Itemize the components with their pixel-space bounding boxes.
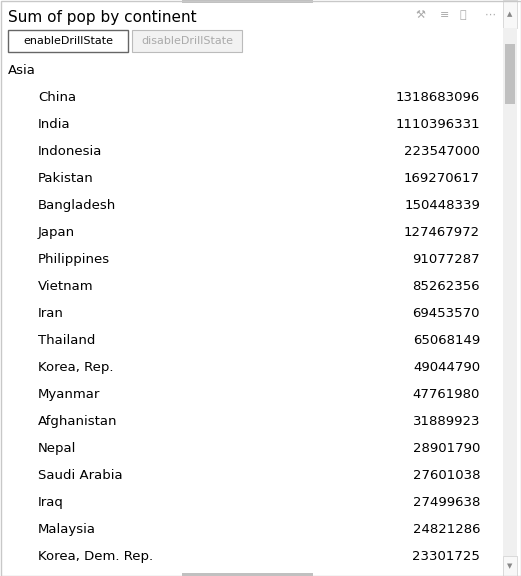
Text: Sum of pop by continent: Sum of pop by continent [8,10,196,25]
Text: Pakistan: Pakistan [38,172,94,185]
Text: Thailand: Thailand [38,334,95,347]
Text: Vietnam: Vietnam [38,280,94,293]
Text: ≡: ≡ [440,10,450,20]
Text: enableDrillState: enableDrillState [23,36,113,46]
Text: 47761980: 47761980 [413,388,480,401]
Text: 27601038: 27601038 [413,469,480,482]
Text: 169270617: 169270617 [404,172,480,185]
Text: Korea, Dem. Rep.: Korea, Dem. Rep. [38,550,153,563]
Text: 31889923: 31889923 [413,415,480,428]
Text: ▲: ▲ [507,11,513,17]
Text: 223547000: 223547000 [404,145,480,158]
Bar [8,30,128,52]
Text: 23301725: 23301725 [412,550,480,563]
Bar [132,30,242,52]
Text: 91077287: 91077287 [413,253,480,266]
Text: Iraq: Iraq [38,496,64,509]
Text: Myanmar: Myanmar [38,388,101,401]
Bar [503,0,517,28]
Text: ⧉: ⧉ [460,10,467,20]
Text: 1318683096: 1318683096 [396,91,480,104]
Text: 65068149: 65068149 [413,334,480,347]
Text: 85262356: 85262356 [413,280,480,293]
Text: Philippines: Philippines [38,253,110,266]
Text: 69453570: 69453570 [413,307,480,320]
Text: Korea, Rep.: Korea, Rep. [38,361,114,374]
Text: disableDrillState: disableDrillState [141,36,233,46]
Text: 24821286: 24821286 [413,523,480,536]
Text: 127467972: 127467972 [404,226,480,239]
Text: India: India [38,118,71,131]
Bar [503,556,517,576]
Text: 150448339: 150448339 [404,199,480,212]
Text: Saudi Arabia: Saudi Arabia [38,469,122,482]
Text: Nepal: Nepal [38,442,77,455]
Text: Asia: Asia [8,64,36,77]
Text: 28901790: 28901790 [413,442,480,455]
Text: ⚒: ⚒ [415,10,425,20]
Text: Afghanistan: Afghanistan [38,415,118,428]
Bar [182,0,313,3]
Text: 27499638: 27499638 [413,496,480,509]
Text: ⋯: ⋯ [485,10,496,20]
Bar [182,573,313,576]
Text: ▼: ▼ [507,563,513,569]
Bar [503,28,517,556]
Text: Bangladesh: Bangladesh [38,199,116,212]
Text: Indonesia: Indonesia [38,145,102,158]
Text: Iran: Iran [38,307,64,320]
Text: Japan: Japan [38,226,75,239]
Text: Malaysia: Malaysia [38,523,96,536]
Bar [505,44,515,104]
Text: China: China [38,91,76,104]
Text: 1110396331: 1110396331 [395,118,480,131]
Text: 49044790: 49044790 [413,361,480,374]
